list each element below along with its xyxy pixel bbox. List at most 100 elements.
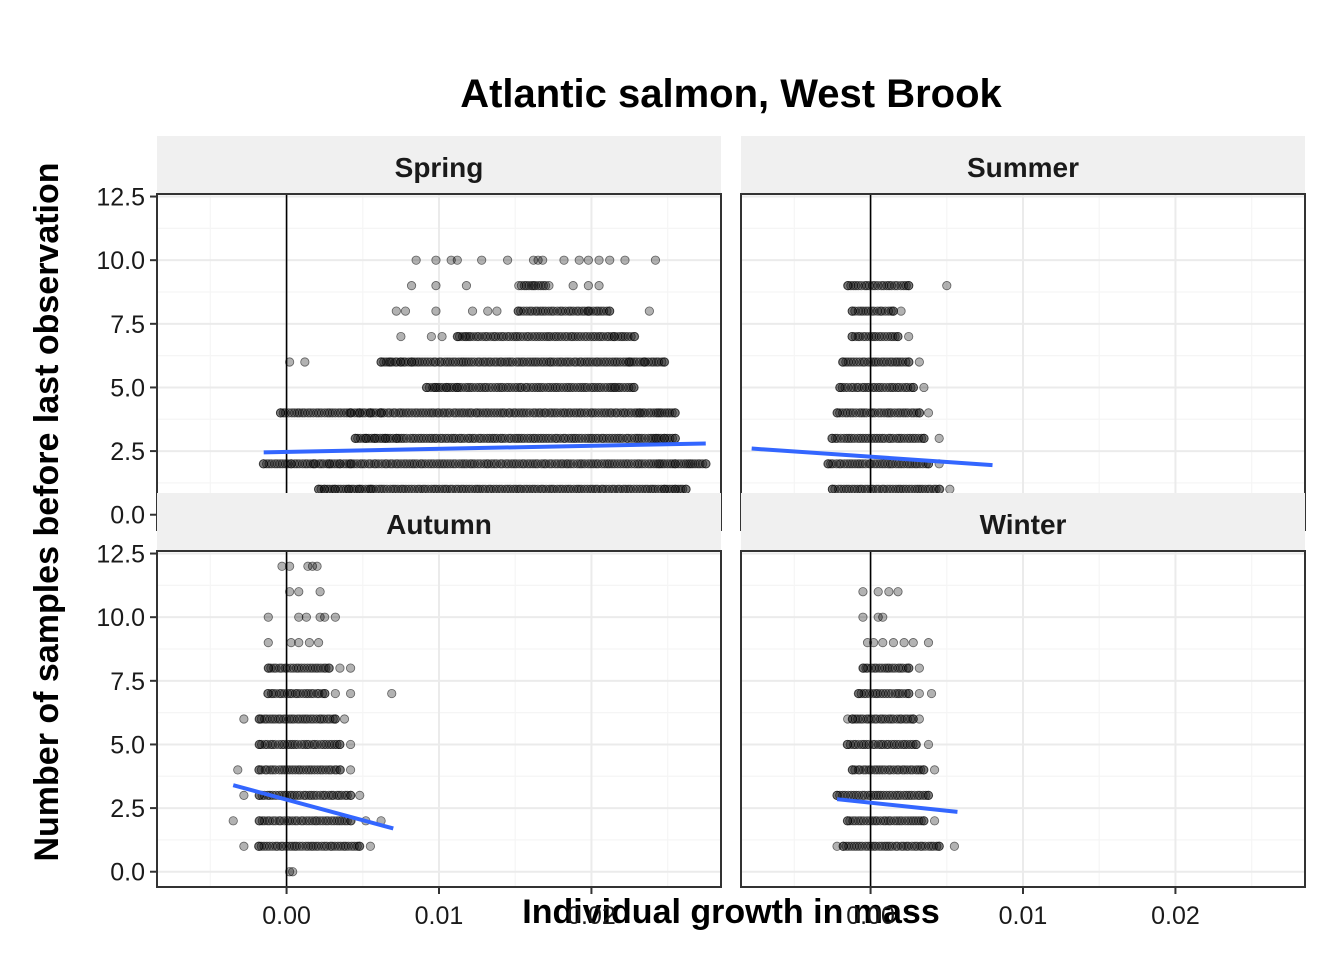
data-point [594, 281, 604, 291]
data-point [355, 841, 365, 851]
data-point [396, 357, 406, 367]
data-point [339, 459, 349, 469]
data-point [846, 382, 856, 393]
y-tick-label: 5.0 [110, 731, 145, 759]
data-point [879, 408, 889, 418]
data-point [285, 561, 295, 571]
data-point [858, 663, 868, 673]
data-point [519, 281, 529, 291]
facet-label-spring: Spring [395, 152, 484, 183]
y-tick-label: 12.5 [96, 184, 145, 212]
data-point [560, 306, 571, 316]
data-point [330, 459, 340, 469]
data-point [827, 484, 838, 494]
data-point [655, 459, 665, 469]
data-point [607, 357, 618, 367]
data-point [568, 281, 578, 291]
data-point [301, 612, 311, 622]
data-point [629, 459, 640, 469]
data-point [307, 816, 317, 826]
data-point [888, 331, 898, 342]
data-point [445, 459, 455, 469]
data-point [275, 408, 286, 418]
data-point [370, 433, 380, 443]
data-point [914, 663, 924, 673]
data-point [352, 841, 362, 851]
data-point [558, 459, 568, 469]
facet-label-winter: Winter [980, 509, 1067, 540]
data-point [355, 484, 365, 494]
data-point [908, 382, 918, 393]
data-point [659, 357, 670, 367]
data-point [893, 408, 903, 418]
data-point [846, 281, 856, 291]
data-point [602, 459, 612, 469]
data-point [270, 739, 280, 750]
data-point [846, 433, 857, 443]
data-point [422, 382, 432, 393]
data-point [701, 459, 711, 469]
data-point [323, 408, 333, 418]
data-point [452, 255, 462, 265]
data-point [254, 816, 264, 826]
data-point [904, 331, 914, 342]
facet-panels: Spring 0.0 2.5 5.0 7.5 10.0 12.5 Summer Autumn 0.… [96, 136, 1306, 930]
data-point [320, 484, 330, 494]
data-point [949, 841, 960, 851]
data-point [890, 331, 900, 342]
data-point [456, 357, 466, 367]
y-tick-label: 2.5 [110, 438, 145, 466]
data-point [461, 281, 472, 291]
data-point [525, 459, 535, 469]
data-point [863, 306, 873, 316]
y-tick-label: 2.5 [110, 795, 145, 823]
data-point [440, 408, 450, 418]
data-point [884, 587, 894, 597]
data-point [342, 790, 352, 800]
data-point [528, 281, 539, 291]
data-point [376, 408, 386, 418]
data-point [329, 816, 339, 826]
data-point [613, 331, 623, 342]
data-point [929, 816, 940, 826]
data-point [929, 765, 940, 775]
data-point [503, 357, 513, 367]
data-point [544, 281, 554, 291]
data-point [352, 408, 363, 418]
data-point [294, 612, 304, 622]
data-point [572, 306, 582, 316]
chart-title: Atlantic salmon, West Brook [460, 72, 1002, 116]
data-point [870, 408, 880, 418]
data-point [538, 255, 548, 265]
data-point [299, 790, 309, 800]
facet-label-summer: Summer [967, 152, 1079, 183]
facet-strip-spring [157, 136, 721, 194]
data-point [443, 433, 453, 443]
data-point [500, 357, 510, 367]
data-point [282, 739, 293, 750]
data-point [254, 841, 264, 851]
data-point [895, 408, 905, 418]
data-point [228, 816, 238, 826]
data-point [425, 357, 436, 367]
data-point [847, 714, 857, 724]
data-point [286, 459, 296, 469]
data-point [901, 357, 911, 367]
data-point [304, 790, 314, 800]
data-point [853, 688, 863, 699]
data-point [864, 331, 874, 342]
data-point [426, 331, 436, 342]
y-tick-label: 0.0 [110, 502, 145, 530]
data-point [843, 739, 853, 750]
data-point [900, 382, 911, 393]
data-point [547, 382, 558, 393]
data-point [283, 459, 293, 469]
data-point [903, 433, 913, 443]
data-point [624, 382, 634, 393]
data-point [467, 306, 478, 316]
data-point [566, 433, 577, 443]
x-tick-label: 0.01 [415, 902, 464, 930]
data-point [878, 382, 888, 393]
data-point [297, 459, 308, 469]
data-point [885, 331, 896, 342]
